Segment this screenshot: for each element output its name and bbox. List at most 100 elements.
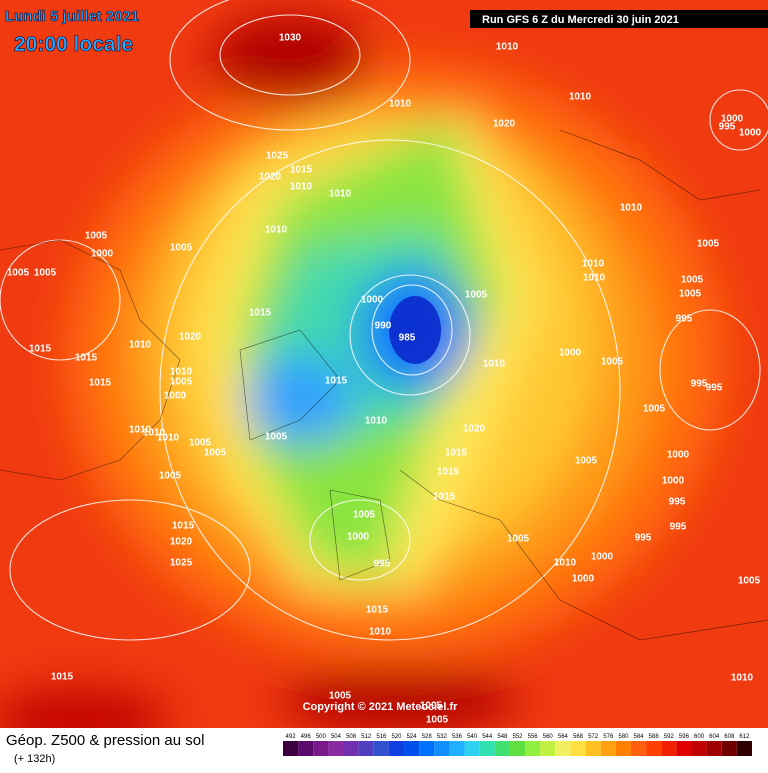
scale-swatch — [494, 741, 510, 756]
scale-label: 548 — [497, 734, 508, 740]
scale-label: 576 — [603, 734, 614, 740]
isobar-label: 1020 — [259, 172, 282, 183]
isobar-label: 1010 — [290, 182, 313, 193]
scale-label: 520 — [391, 734, 402, 740]
scale-label: 572 — [588, 734, 599, 740]
run-box — [470, 10, 768, 28]
scale-swatch — [328, 741, 344, 756]
scale-label: 596 — [679, 734, 690, 740]
isobar-label: 1010 — [170, 367, 193, 378]
isobar-label: 1015 — [366, 605, 389, 616]
isobar-label: 1005 — [507, 534, 530, 545]
isobar-label: 1000 — [559, 348, 582, 359]
isobar-label: 1030 — [279, 33, 302, 44]
scale-label: 504 — [331, 734, 342, 740]
isobar-label: 1005 — [738, 576, 761, 587]
isobar-label: 990 — [375, 321, 392, 332]
scale-label: 556 — [528, 734, 539, 740]
scale-swatch — [358, 741, 374, 756]
isobar-label: 1000 — [739, 128, 762, 139]
footer-title: Géop. Z500 & pression au sol — [6, 732, 204, 749]
scale-swatch — [721, 741, 737, 756]
isobar-label: 1015 — [89, 378, 112, 389]
scale-swatch — [343, 741, 359, 756]
isobar-label: 1000 — [164, 391, 187, 402]
time: 20:00 locale — [14, 33, 133, 56]
scale-swatch — [661, 741, 677, 756]
scale-label: 568 — [573, 734, 584, 740]
scale-swatch — [555, 741, 571, 756]
isobar-label: 1005 — [204, 448, 227, 459]
isobar-label: 1015 — [445, 448, 468, 459]
scale-label: 492 — [286, 734, 297, 740]
scale-swatch — [313, 741, 329, 756]
isobar-label: 1010 — [582, 259, 605, 270]
scale-swatch — [540, 741, 556, 756]
isobar-label: 1005 — [85, 231, 108, 242]
scale-swatch — [449, 741, 465, 756]
isobar-label: 1000 — [361, 295, 384, 306]
scale-swatch — [706, 741, 722, 756]
scale-swatch — [509, 741, 526, 756]
isobar-label: 995 — [676, 314, 693, 325]
scale-swatch — [434, 741, 450, 756]
scale-swatch — [570, 741, 586, 756]
isobar-label: 1015 — [75, 353, 98, 364]
color-scale: 492 496 500 504 508 512 516 520 524 528 532 536 540 5… — [283, 734, 752, 756]
isobar-label: 1005 — [426, 715, 449, 726]
isobar-label: 1000 — [347, 532, 370, 543]
isobar-label: 1005 — [189, 438, 212, 449]
isobar-label: 1000 — [91, 249, 114, 260]
isobar-label: 995 — [691, 379, 708, 390]
scale-swatch — [419, 741, 435, 756]
isobar-label: 1015 — [51, 672, 74, 683]
isobar-label: 1010 — [496, 42, 519, 53]
isobar-label: 1010 — [731, 673, 754, 684]
isobar-label: 1010 — [620, 203, 643, 214]
isobar-label: 985 — [399, 333, 416, 344]
scale-swatch — [646, 741, 662, 756]
isobar-label: 1010 — [583, 273, 606, 284]
scale-label: 508 — [346, 734, 357, 740]
scale-swatch — [691, 741, 707, 756]
scale-label: 532 — [437, 734, 448, 740]
isobar-label: 1025 — [266, 151, 289, 162]
isobar-label: 1005 — [170, 243, 193, 254]
scale-label: 516 — [376, 734, 387, 740]
scale-label: 600 — [694, 734, 705, 740]
isobar-label: 1005 — [159, 471, 182, 482]
isobar-label: 1005 — [681, 275, 704, 286]
scale-label: 580 — [618, 734, 629, 740]
isobar-label: 1005 — [465, 290, 488, 301]
isobar-label: 1015 — [29, 344, 52, 355]
scale-swatch — [373, 741, 389, 756]
scale-swatch — [525, 741, 541, 756]
isobar-label: 1010 — [554, 558, 577, 569]
scale-label: 604 — [709, 734, 720, 740]
isobar-label: 1015 — [437, 467, 460, 478]
field — [0, 0, 768, 750]
isobar-label: 1000 — [591, 552, 614, 563]
isobar-label: 1020 — [170, 537, 193, 548]
isobar-label: 1005 — [329, 691, 352, 702]
isobar-label: 1020 — [179, 332, 202, 343]
scale-label: 500 — [316, 734, 327, 740]
scale-label: 496 — [301, 734, 312, 740]
isobar-label: 995 — [670, 522, 687, 533]
isobar-label: 1010 — [129, 425, 152, 436]
isobar-label: 1010 — [157, 433, 180, 444]
isobar-label: 1005 — [34, 268, 57, 279]
isobar-label: 1010 — [483, 359, 506, 370]
isobar-label: 1005 — [353, 510, 376, 521]
isobar-label: 1010 — [569, 92, 592, 103]
scale-swatch — [388, 741, 405, 756]
isobar-label: 1015 — [172, 521, 195, 532]
scale-swatch — [404, 741, 420, 756]
isobar-label: 1005 — [679, 289, 702, 300]
isobar-label: 995 — [719, 122, 736, 133]
isobar-label: 1020 — [463, 424, 486, 435]
isobar-label: 1005 — [420, 701, 443, 712]
isobar-label: 1000 — [662, 476, 685, 487]
scale-swatch — [630, 741, 647, 756]
